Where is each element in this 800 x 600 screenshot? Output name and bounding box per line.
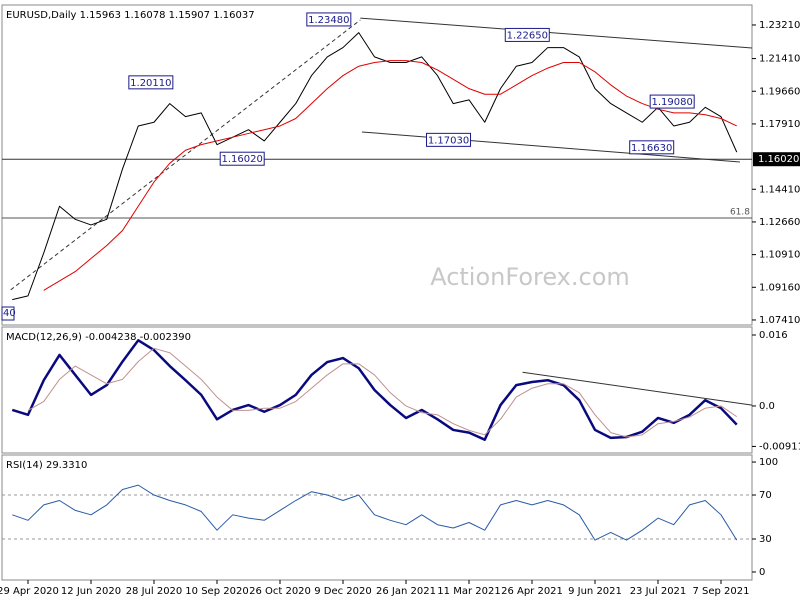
x-tick-label: 28 Jul 2020 bbox=[126, 586, 183, 597]
y-tick-label: 1.21410 bbox=[759, 54, 800, 65]
x-tick-label: 26 Jan 2021 bbox=[376, 586, 436, 597]
panel-frame bbox=[1, 454, 753, 581]
y-tick-label: 1.14410 bbox=[759, 184, 800, 195]
y-tick-label: 70 bbox=[759, 490, 772, 501]
price-label: 1.22650 bbox=[507, 30, 548, 41]
y-tick-label: 0.016 bbox=[759, 330, 788, 341]
y-tick-label: -0.009116 bbox=[759, 441, 800, 452]
trendline bbox=[361, 131, 740, 163]
panel-frame bbox=[1, 4, 753, 326]
price-label: 1.20110 bbox=[130, 78, 171, 89]
x-tick-label: 12 Jun 2020 bbox=[61, 586, 121, 597]
price-label-box bbox=[649, 94, 695, 109]
x-tick-label: 9 Jun 2021 bbox=[568, 586, 622, 597]
edge-label-box bbox=[1, 306, 15, 321]
y-tick-label: 1.17910 bbox=[759, 119, 800, 130]
y-tick-label: 1.12660 bbox=[759, 217, 800, 228]
trendline bbox=[522, 371, 753, 406]
fib-label: 61.8 bbox=[730, 208, 750, 218]
price-label-box bbox=[629, 140, 675, 155]
price-label-box bbox=[219, 151, 265, 166]
trendline bbox=[360, 17, 753, 49]
series-line bbox=[43, 60, 737, 291]
x-tick-label: 29 Apr 2020 bbox=[0, 586, 59, 597]
y-tick-label: 1.09160 bbox=[759, 282, 800, 293]
y-tick-label: 100 bbox=[759, 457, 778, 468]
x-tick-label: 23 Jul 2021 bbox=[630, 586, 687, 597]
y-tick-label: 1.23210 bbox=[759, 20, 800, 31]
y-tick-label: 30 bbox=[759, 534, 772, 545]
series-line bbox=[12, 484, 738, 541]
current-price: 1.16020 bbox=[758, 154, 799, 165]
y-tick-label: 1.10910 bbox=[759, 250, 800, 261]
x-tick-label: 9 Dec 2020 bbox=[314, 586, 372, 597]
price-label: 1.19080 bbox=[651, 97, 692, 108]
series-line bbox=[11, 339, 738, 441]
y-tick-label: 0.0 bbox=[759, 401, 775, 412]
trendline bbox=[10, 19, 361, 291]
price-label: 1.17030 bbox=[428, 135, 469, 146]
current-price-box bbox=[753, 152, 800, 167]
series-line bbox=[12, 32, 738, 301]
series-line bbox=[27, 347, 738, 438]
watermark: ActionForex.com bbox=[430, 263, 630, 291]
panel-title: RSI(14) 29.3310 bbox=[6, 460, 87, 471]
price-label: 1.16020 bbox=[222, 154, 263, 165]
x-tick-label: 10 Sep 2020 bbox=[185, 586, 248, 597]
price-label: 1.23480 bbox=[308, 15, 349, 26]
x-tick-label: 26 Oct 2020 bbox=[249, 586, 311, 597]
y-tick-label: 1.19660 bbox=[759, 86, 800, 97]
panel-title: EURUSD,Daily 1.15963 1.16078 1.15907 1.1… bbox=[6, 10, 255, 21]
price-label-box bbox=[306, 12, 352, 27]
price-label: 1.16630 bbox=[631, 143, 672, 154]
x-tick-label: 26 Apr 2021 bbox=[501, 586, 563, 597]
x-tick-label: 7 Sep 2021 bbox=[692, 586, 749, 597]
y-tick-label: 1.07410 bbox=[759, 315, 800, 326]
y-tick-label: 0 bbox=[759, 567, 765, 578]
price-label-box bbox=[426, 132, 472, 147]
edge-label: 40 bbox=[3, 308, 16, 319]
price-label-box bbox=[128, 75, 174, 90]
panel-title: MACD(12,26,9) -0.004238 -0.002390 bbox=[6, 332, 191, 343]
x-tick-label: 11 Mar 2021 bbox=[437, 586, 500, 597]
price-label-box bbox=[504, 27, 550, 42]
panel-frame bbox=[1, 326, 753, 454]
